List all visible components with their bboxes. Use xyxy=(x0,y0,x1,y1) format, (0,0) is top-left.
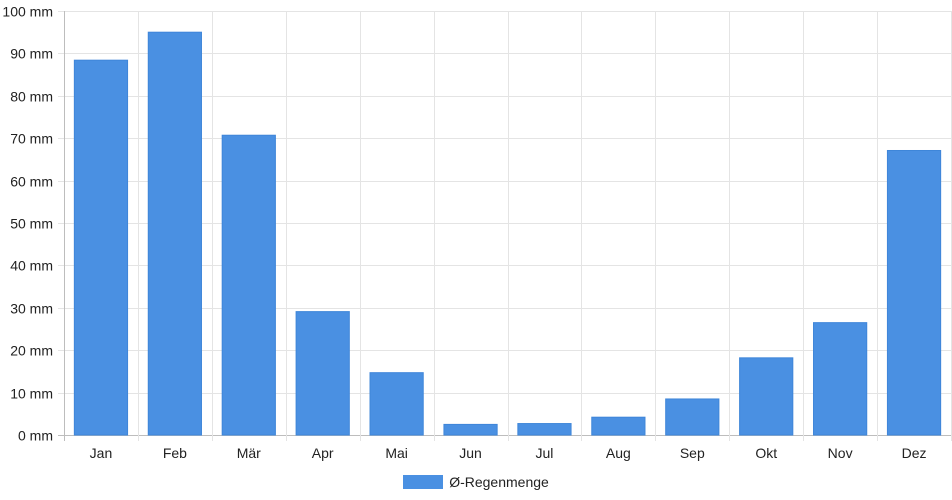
legend: Ø-Regenmenge xyxy=(0,470,952,494)
x-tick-label: Feb xyxy=(163,445,187,461)
y-tick-label: 30 mm xyxy=(10,301,53,317)
legend-label: Ø-Regenmenge xyxy=(449,474,549,490)
bar xyxy=(886,149,942,436)
bar xyxy=(813,322,868,436)
y-tick-label: 0 mm xyxy=(18,428,53,444)
x-tick-label: Mär xyxy=(237,445,261,461)
x-tick-label: Aug xyxy=(606,445,631,461)
x-tick-label: Jul xyxy=(536,445,554,461)
y-tick-label: 100 mm xyxy=(2,4,53,20)
x-tick-label: Dez xyxy=(902,445,927,461)
x-tick-label: Okt xyxy=(755,445,777,461)
bar xyxy=(665,398,720,436)
rainfall-bar-chart: 0 mm 10 mm 20 mm 30 mm 40 mm 50 mm 60 mm 70 mm 8… xyxy=(2,4,952,461)
x-tick-label: Jun xyxy=(459,445,482,461)
bar xyxy=(221,134,276,436)
x-tick-label: Sep xyxy=(680,445,705,461)
x-tick-label: Nov xyxy=(828,445,853,461)
y-tick-label: 90 mm xyxy=(10,46,53,62)
bar xyxy=(295,311,350,436)
y-tick-label: 80 mm xyxy=(10,89,53,105)
y-tick-label: 50 mm xyxy=(10,216,53,232)
bar xyxy=(73,59,129,436)
bar xyxy=(369,372,424,436)
y-tick-label: 20 mm xyxy=(10,343,53,359)
bar xyxy=(443,423,498,436)
y-tick-label: 10 mm xyxy=(10,386,53,402)
legend-swatch xyxy=(403,475,444,489)
x-tick-label: Mai xyxy=(385,445,408,461)
x-tick-label: Apr xyxy=(312,445,334,461)
y-tick-label: 60 mm xyxy=(10,174,53,190)
bar xyxy=(147,31,202,436)
bar xyxy=(517,423,572,436)
y-tick-label: 40 mm xyxy=(10,258,53,274)
x-tick-label: Jan xyxy=(90,445,113,461)
bar xyxy=(591,416,646,436)
bar xyxy=(739,357,794,436)
y-tick-label: 70 mm xyxy=(10,131,53,147)
